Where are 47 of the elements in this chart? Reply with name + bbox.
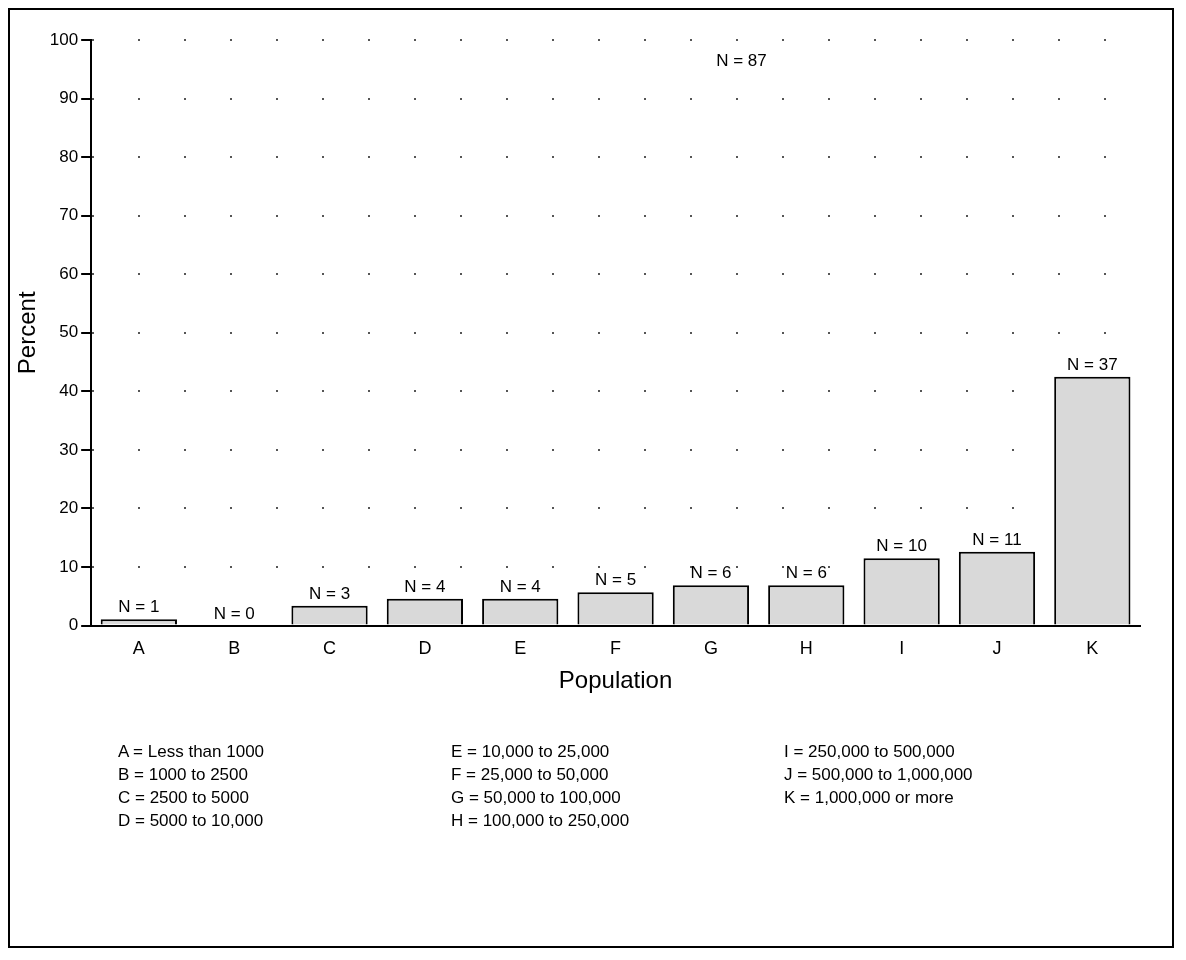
text: K = 1,000,000 or more <box>784 787 955 809</box>
y-tick-label: 60 <box>59 263 79 283</box>
y-tick-label: 30 <box>59 439 79 459</box>
x-tick-label: I <box>899 638 905 659</box>
x-tick-label: C <box>323 638 337 659</box>
annotation: N = 4 <box>404 576 446 596</box>
text: A = Less than 1000 <box>118 741 266 763</box>
x-tick-label: B <box>228 638 241 659</box>
x-tick-label: H <box>799 638 813 659</box>
text: B = 1000 to 2500 <box>118 764 249 786</box>
text: G = 50,000 to 100,000 <box>451 787 622 809</box>
annotation: N = 3 <box>308 583 351 603</box>
y-axis-title: Percent <box>13 291 41 375</box>
annotation: N = 1 <box>118 597 160 617</box>
text: D = 5000 to 10,000 <box>118 810 265 832</box>
x-axis-title: Population <box>558 666 673 694</box>
annotation: N = 87 <box>716 51 767 71</box>
annotation: N = 4 <box>499 576 541 596</box>
text: C = 2500 to 5000 <box>118 787 250 809</box>
x-tick-label: J <box>992 638 1002 659</box>
x-tick-label: E <box>514 638 527 659</box>
y-tick-label: 40 <box>59 381 79 401</box>
y-tick-label: 100 <box>49 29 79 49</box>
x-tick-label: F <box>610 638 622 659</box>
text: F = 25,000 to 50,000 <box>451 764 610 786</box>
annotation: N = 0 <box>213 603 255 623</box>
x-tick-label: D <box>418 638 432 659</box>
annotation: N = 11 <box>972 530 1022 549</box>
annotation: N = 10 <box>876 536 927 556</box>
annotation: N = 37 <box>1067 354 1118 374</box>
y-tick-label: 70 <box>59 205 79 225</box>
text: J = 500,000 to 1,000,000 <box>784 764 974 786</box>
y-tick-label: 50 <box>59 322 79 342</box>
x-tick-label: A <box>132 638 145 659</box>
text: H = 100,000 to 250,000 <box>451 810 631 832</box>
y-tick-label: 90 <box>59 88 79 108</box>
y-tick-label: 80 <box>59 146 79 166</box>
x-tick-label: G <box>703 638 718 659</box>
annotation: N = 6 <box>785 563 827 583</box>
text: E = 10,000 to 25,000 <box>451 741 611 763</box>
x-tick-label: K <box>1086 638 1099 659</box>
annotation: N = 5 <box>595 570 637 590</box>
text: I = 250,000 to 500,000 <box>784 741 956 763</box>
y-tick-label: 0 <box>68 615 79 635</box>
annotation: N = 6 <box>690 563 732 583</box>
y-tick-label: 10 <box>59 556 79 576</box>
y-tick-label: 20 <box>59 498 79 518</box>
